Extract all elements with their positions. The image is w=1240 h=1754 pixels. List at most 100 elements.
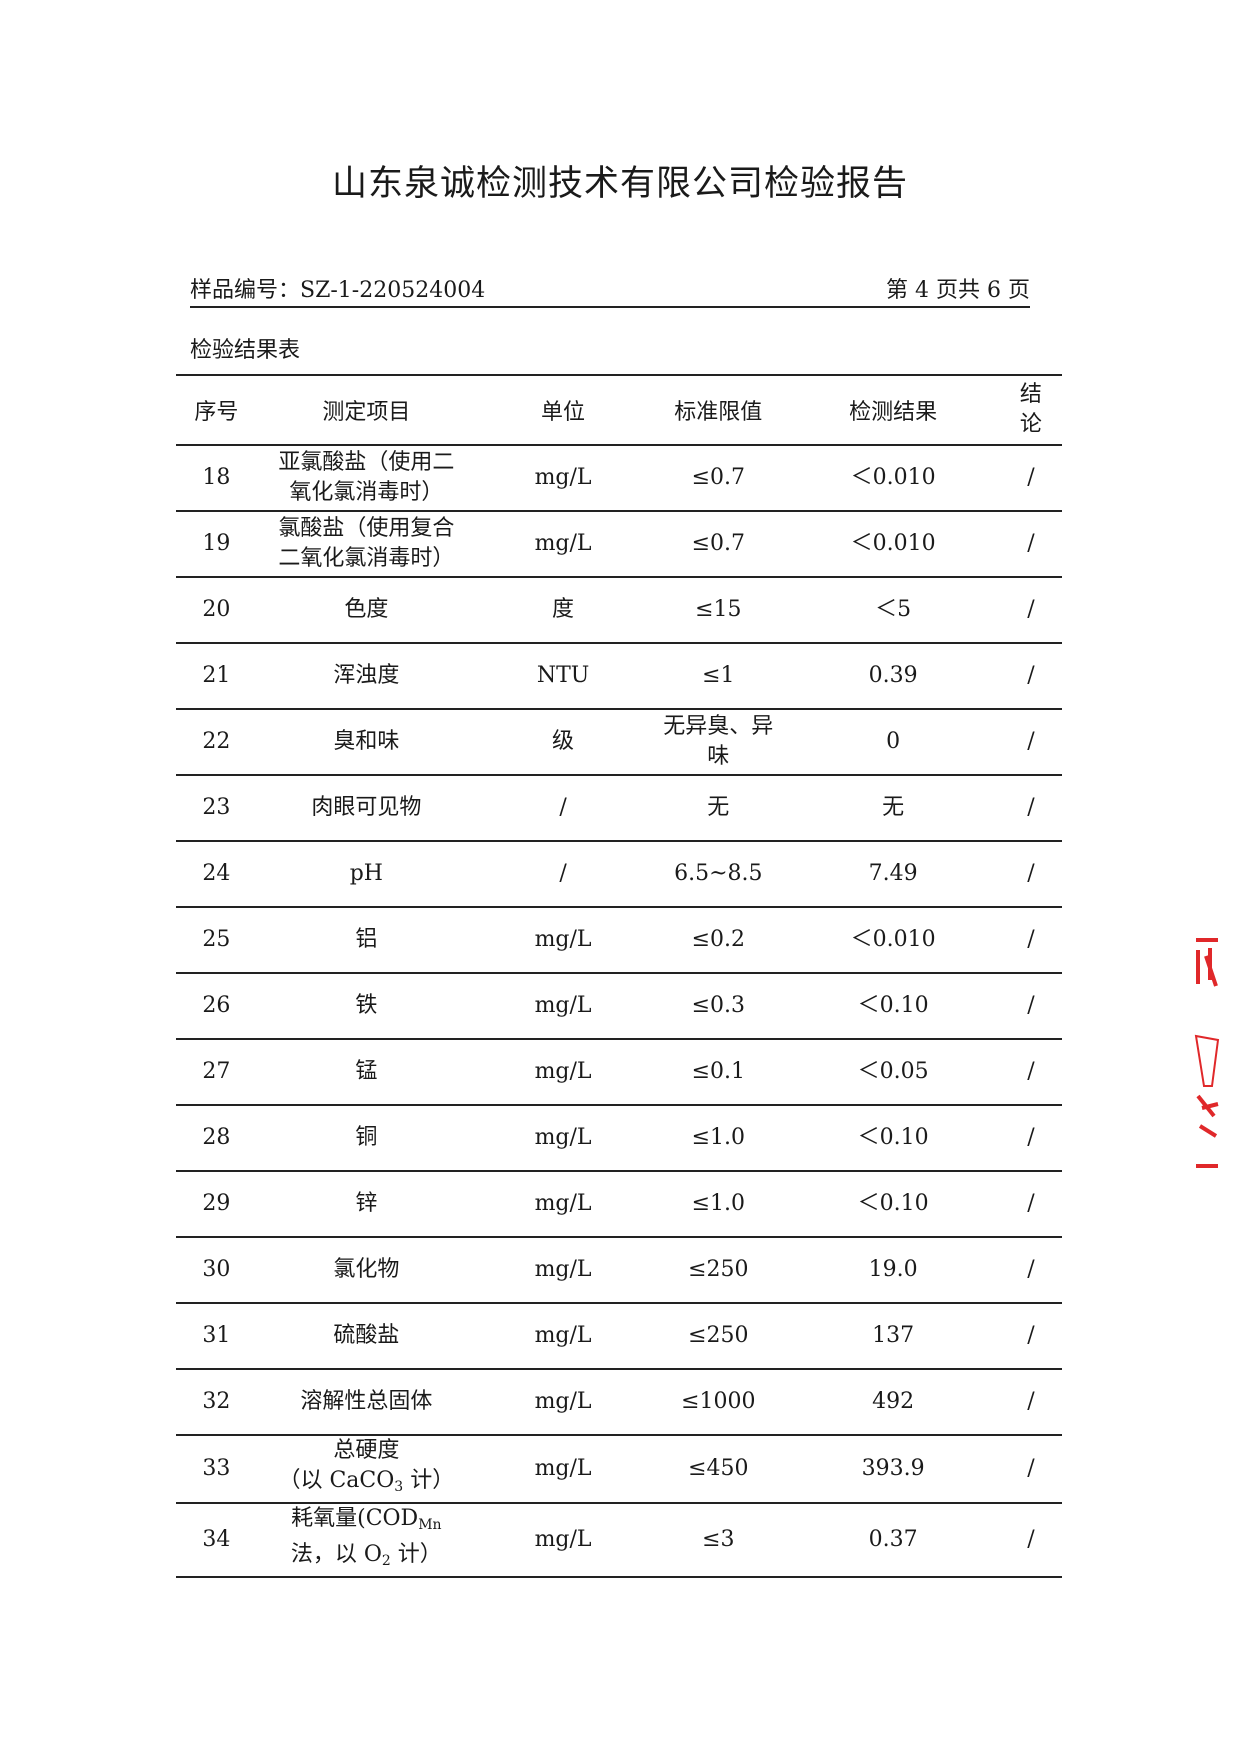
cell-result: 393.9 [786,1435,1000,1504]
cell-row-no: 22 [176,709,257,776]
table-row: 33 总硬度 （以 CaCO3 计） mg/L ≤450 393.9/ [176,1435,1062,1504]
cell-row-no: 23 [176,775,257,842]
item-text-part: 3 [394,1479,404,1495]
cell-result: ＜0.010 [786,907,1000,974]
cell-item: pH [256,841,476,908]
cell-row-no: 30 [176,1237,257,1304]
cell-result: 0.37 [786,1503,1000,1578]
item-text-part: 总硬度 [333,1438,400,1463]
cell-unit: NTU [475,643,651,710]
cell-conclusion: / [999,775,1062,842]
cell-row-no: 31 [176,1303,257,1370]
cell-unit: mg/L [475,1171,651,1238]
cell-result: ＜0.010 [786,511,1000,578]
cell-item: 铜 [256,1105,476,1172]
table-row: 20 色度度 ≤15 ＜5/ [176,577,1062,644]
cell-row-no: 21 [176,643,257,710]
report-meta: 样品编号：SZ-1-220524004 第 4 页共 6 页 [190,276,1030,308]
cell-item: 臭和味 [256,709,476,776]
cell-limit: ≤450 [650,1435,787,1504]
sample-label: 样品编号： [190,278,301,303]
header-no: 序号 [176,374,257,446]
table-header-row: 序号 测定项目 单位 标准限值 检测结果 结论 [176,374,1062,446]
cell-limit: ≤0.7 [650,511,787,578]
cell-item: 铝 [256,907,476,974]
cell-row-no: 28 [176,1105,257,1172]
cell-row-no: 32 [176,1369,257,1436]
cell-conclusion: / [999,709,1062,776]
cell-limit: ≤15 [650,577,787,644]
cell-conclusion: / [999,1503,1062,1578]
cell-limit: ≤3 [650,1503,787,1578]
cell-result: ＜5 [786,577,1000,644]
cell-item: 总硬度 （以 CaCO3 计） [256,1435,476,1504]
cell-conclusion: / [999,1039,1062,1106]
cell-item: 亚氯酸盐（使用二氧化氯消毒时） [256,445,476,512]
item-text-part: 2 [381,1553,391,1569]
report-title: 山东泉诚检测技术有限公司检验报告 [331,164,908,204]
cell-result: ＜0.010 [786,445,1000,512]
table-row: 26 铁 mg/L ≤0.3 ＜0.10/ [176,973,1062,1040]
results-table: 序号 测定项目 单位 标准限值 检测结果 结论 18 亚氯酸盐（使用二氧化氯消毒时… [176,374,1062,1578]
cell-row-no: 20 [176,577,257,644]
item-text-part: 耗氧量(COD [291,1506,419,1531]
cell-unit: mg/L [475,1435,651,1504]
header-limit: 标准限值 [650,374,787,446]
table-row: 31 硫酸盐 mg/L ≤250 137/ [176,1303,1062,1370]
cell-row-no: 24 [176,841,257,908]
cell-conclusion: / [999,577,1062,644]
cell-unit: mg/L [475,1369,651,1436]
cell-item: 耗氧量(CODMn 法，以 O2 计） [256,1503,476,1578]
cell-unit: 级 [475,709,651,776]
cell-unit: mg/L [475,511,651,578]
cell-limit: 无 [650,775,787,842]
cell-limit: ≤0.3 [650,973,787,1040]
cell-result: 0 [786,709,1000,776]
cell-unit: / [475,841,651,908]
table-row: 29 锌 mg/L ≤1.0 ＜0.10/ [176,1171,1062,1238]
cell-conclusion: / [999,643,1062,710]
cell-result: 19.0 [786,1237,1000,1304]
table-row: 34 耗氧量(CODMn 法，以 O2 计） mg/L ≤3 0.37/ [176,1503,1062,1578]
item-text-part: 法，以 O [290,1542,382,1567]
table-row: 27 锰 mg/L ≤0.1 ＜0.05/ [176,1039,1062,1106]
cell-conclusion: / [999,511,1062,578]
table-row: 24 pH/6.5~8.5 7.49/ [176,841,1062,908]
cell-result: ＜0.10 [786,1105,1000,1172]
table-row: 32 溶解性总固体 mg/L ≤1000 492/ [176,1369,1062,1436]
cell-limit: ≤250 [650,1303,787,1370]
cell-conclusion: / [999,1303,1062,1370]
table-row: 25 铝 mg/L ≤0.2 ＜0.010/ [176,907,1062,974]
cell-limit: ≤0.1 [650,1039,787,1106]
sample-number: 样品编号：SZ-1-220524004 [190,272,485,304]
table-row: 30 氯化物 mg/L ≤250 19.0/ [176,1237,1062,1304]
cell-item: 色度 [256,577,476,644]
header-item: 测定项目 [256,374,476,446]
cell-unit: mg/L [475,1303,651,1370]
cell-limit: 6.5~8.5 [650,841,787,908]
cell-row-no: 19 [176,511,257,578]
cell-limit: ≤1 [650,643,787,710]
table-row: 21 浑浊度 NTU ≤1 0.39/ [176,643,1062,710]
cell-row-no: 34 [176,1503,257,1578]
cell-conclusion: / [999,973,1062,1040]
cell-conclusion: / [999,1171,1062,1238]
header-conclusion-text: 结论 [1019,382,1042,437]
cell-item: 浑浊度 [256,643,476,710]
item-text-part: 计） [390,1542,442,1567]
cell-limit: ≤1000 [650,1369,787,1436]
cell-row-no: 33 [176,1435,257,1504]
cell-unit: mg/L [475,1237,651,1304]
table-row: 23 肉眼可见物 / 无无 / [176,775,1062,842]
cell-unit: mg/L [475,1503,651,1578]
cell-limit: ≤0.7 [650,445,787,512]
cell-conclusion: / [999,841,1062,908]
item-text-part: 计） [403,1468,455,1493]
cell-result: 7.49 [786,841,1000,908]
cell-limit: ≤1.0 [650,1171,787,1238]
sample-no: SZ-1-220524004 [300,278,486,303]
cell-row-no: 26 [176,973,257,1040]
red-seal-stamp [1194,938,1220,1168]
table-caption: 检验结果表 [190,338,301,363]
cell-conclusion: / [999,1435,1062,1504]
